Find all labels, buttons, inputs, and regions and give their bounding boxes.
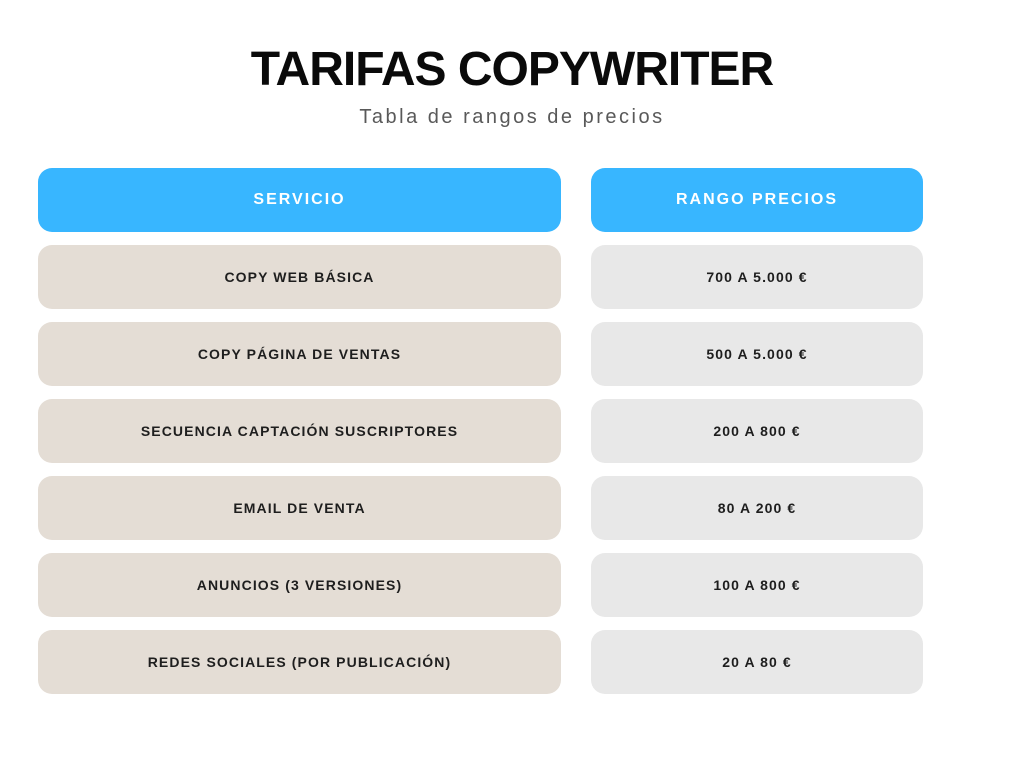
price-cell: 20 A 80 € [591,630,923,694]
table-row: REDES SOCIALES (POR PUBLICACIÓN) 20 A 80… [38,630,923,694]
price-cell: 100 A 800 € [591,553,923,617]
service-cell: COPY WEB BÁSICA [38,245,561,309]
service-cell: SECUENCIA CAPTACIÓN SUSCRIPTORES [38,399,561,463]
page-title: TARIFAS COPYWRITER [250,43,774,96]
service-cell: ANUNCIOS (3 VERSIONES) [38,553,561,617]
table-row: EMAIL DE VENTA 80 A 200 € [38,476,923,540]
price-cell: 500 A 5.000 € [591,322,923,386]
price-cell: 200 A 800 € [591,399,923,463]
table-row: COPY WEB BÁSICA 700 A 5.000 € [38,245,923,309]
service-cell: REDES SOCIALES (POR PUBLICACIÓN) [38,630,561,694]
table-row: ANUNCIOS (3 VERSIONES) 100 A 800 € [38,553,923,617]
column-header-rango-precios: RANGO PRECIOS [591,168,923,232]
price-cell: 700 A 5.000 € [591,245,923,309]
service-cell: COPY PÁGINA DE VENTAS [38,322,561,386]
pricing-table: SERVICIO RANGO PRECIOS COPY WEB BÁSICA 7… [38,168,923,707]
service-cell: EMAIL DE VENTA [38,476,561,540]
column-header-servicio: SERVICIO [38,168,561,232]
page-subtitle: Tabla de rangos de precios [359,106,665,128]
table-row: SECUENCIA CAPTACIÓN SUSCRIPTORES 200 A 8… [38,399,923,463]
price-cell: 80 A 200 € [591,476,923,540]
table-header-row: SERVICIO RANGO PRECIOS [38,168,923,232]
table-row: COPY PÁGINA DE VENTAS 500 A 5.000 € [38,322,923,386]
